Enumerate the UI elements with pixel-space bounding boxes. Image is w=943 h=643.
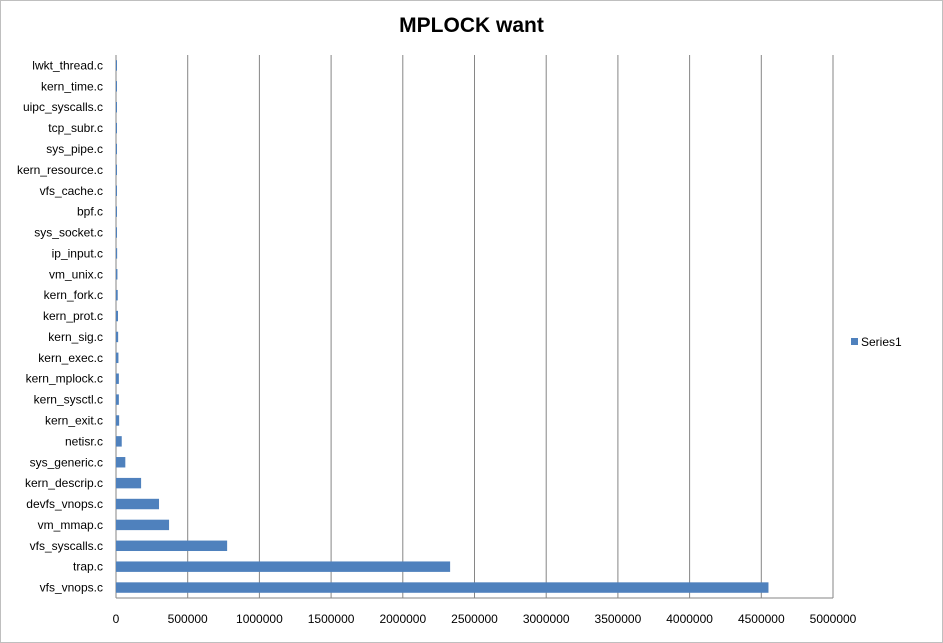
- bar: [116, 164, 117, 176]
- bar: [116, 373, 119, 384]
- x-tick-label: 3500000: [595, 612, 642, 626]
- bar: [116, 143, 117, 155]
- bar: [116, 310, 119, 322]
- y-tick-label: kern_time.c: [41, 79, 103, 93]
- bar: [116, 206, 117, 217]
- bar: [116, 436, 122, 447]
- x-tick-label: 2000000: [379, 612, 426, 626]
- bar: [116, 394, 119, 405]
- bar: [116, 289, 118, 301]
- x-tick-label: 0: [113, 612, 120, 626]
- legend-label: Series1: [861, 335, 902, 349]
- y-tick-label: ip_input.c: [52, 246, 103, 260]
- y-tick-label: sys_generic.c: [30, 455, 103, 469]
- y-tick-label: tcp_subr.c: [48, 121, 103, 135]
- y-tick-label: kern_descrip.c: [25, 476, 103, 490]
- bar: [116, 331, 119, 343]
- bar: [116, 227, 118, 238]
- x-tick-label: 5000000: [810, 612, 857, 626]
- y-tick-label: kern_prot.c: [43, 309, 103, 323]
- y-tick-label: bpf.c: [77, 205, 103, 219]
- bar: [116, 582, 769, 593]
- x-tick-label: 500000: [168, 612, 208, 626]
- bar: [116, 498, 160, 510]
- y-tick-label: vm_unix.c: [49, 267, 103, 281]
- y-tick-label: kern_exec.c: [38, 351, 103, 365]
- bar: [116, 101, 117, 113]
- y-tick-label: lwkt_thread.c: [32, 58, 103, 72]
- bar: [116, 122, 117, 134]
- x-tick-label: 4000000: [666, 612, 713, 626]
- bar: [116, 269, 118, 280]
- x-tick-label: 3000000: [523, 612, 570, 626]
- y-tick-label: vfs_syscalls.c: [30, 539, 103, 553]
- x-tick-label: 1500000: [308, 612, 355, 626]
- y-tick-label: kern_resource.c: [17, 163, 103, 177]
- y-tick-label: vfs_vnops.c: [40, 581, 103, 595]
- y-tick-label: netisr.c: [65, 434, 103, 448]
- y-tick-label: kern_sysctl.c: [34, 393, 103, 407]
- y-tick-label: trap.c: [73, 560, 103, 574]
- bar: [116, 457, 126, 468]
- x-tick-label: 1000000: [236, 612, 283, 626]
- bar: [116, 477, 142, 489]
- x-tick-label: 4500000: [738, 612, 785, 626]
- bar: [116, 81, 117, 92]
- y-tick-label: devfs_vnops.c: [26, 497, 103, 511]
- bar: [116, 540, 228, 552]
- bar: [116, 561, 451, 572]
- y-tick-label: kern_exit.c: [45, 413, 103, 427]
- y-tick-label: vm_mmap.c: [38, 518, 103, 532]
- bar: [116, 519, 170, 531]
- bar: [116, 60, 117, 71]
- y-tick-label: kern_mplock.c: [26, 372, 103, 386]
- y-tick-label: sys_pipe.c: [46, 142, 103, 156]
- y-tick-label: kern_sig.c: [48, 330, 103, 344]
- bar: [116, 415, 120, 426]
- y-tick-label: vfs_cache.c: [40, 184, 103, 198]
- chart-title: MPLOCK want: [399, 14, 544, 37]
- x-tick-label: 2500000: [451, 612, 498, 626]
- bar: [116, 248, 118, 259]
- legend-swatch: [851, 338, 858, 345]
- y-tick-label: uipc_syscalls.c: [23, 100, 103, 114]
- bar: [116, 185, 117, 196]
- y-tick-label: sys_socket.c: [34, 226, 103, 240]
- bar: [116, 352, 119, 364]
- y-tick-label: kern_fork.c: [44, 288, 103, 302]
